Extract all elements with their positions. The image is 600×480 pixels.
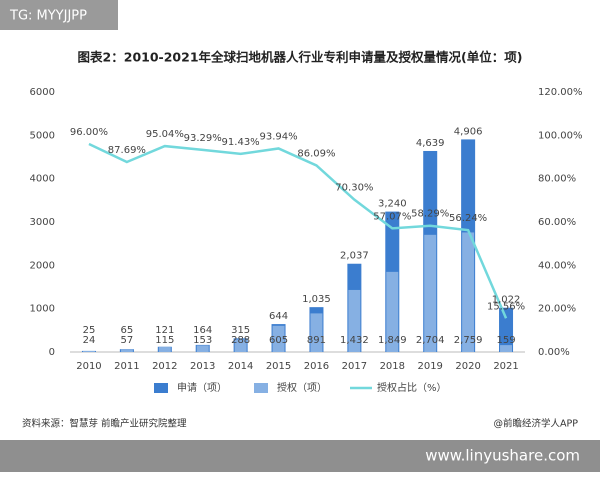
bar <box>462 232 475 352</box>
legend-swatch <box>154 383 168 393</box>
tag-box <box>0 0 118 30</box>
ratio-label: 57.07% <box>373 211 411 222</box>
footer-band <box>0 440 600 472</box>
ratio-label: 86.09% <box>297 148 335 159</box>
bar <box>120 349 133 352</box>
y2-tick-label: 120.00% <box>538 87 583 98</box>
value-label: 4,906 <box>454 126 483 137</box>
ratio-label: 95.04% <box>146 129 184 140</box>
value-label: 153 <box>193 335 212 346</box>
value-label: 115 <box>155 335 174 346</box>
bar <box>348 289 361 352</box>
x-tick-label: 2010 <box>76 361 101 372</box>
ratio-label: 58.29% <box>411 209 449 220</box>
tag: TG: MYYJJPP <box>9 9 87 24</box>
legend-swatch <box>254 383 268 393</box>
legend-label: 授权占比（%） <box>377 381 447 394</box>
bar <box>158 347 171 352</box>
site: www.linyushare.com <box>425 447 580 465</box>
value-label: 1,022 <box>492 295 521 306</box>
value-label: 2,037 <box>340 251 369 262</box>
y-tick-label: 0 <box>49 347 55 358</box>
value-label: 24 <box>83 335 96 346</box>
y2-tick-label: 100.00% <box>538 130 583 141</box>
x-tick-label: 2021 <box>493 361 518 372</box>
x-tick-label: 2014 <box>228 361 253 372</box>
value-label: 1,849 <box>378 335 407 346</box>
value-label: 1,432 <box>340 335 369 346</box>
x-tick-label: 2013 <box>190 361 215 372</box>
bar <box>386 271 399 352</box>
value-label: 65 <box>121 325 134 336</box>
x-tick-label: 2016 <box>304 361 329 372</box>
bar <box>272 325 285 352</box>
x-tick-label: 2012 <box>152 361 177 372</box>
value-label: 605 <box>269 335 288 346</box>
value-label: 2,759 <box>454 335 483 346</box>
bar <box>196 345 209 352</box>
x-tick-label: 2015 <box>266 361 291 372</box>
ratio-label: 70.30% <box>335 183 373 194</box>
x-tick-label: 2017 <box>342 361 367 372</box>
ratio-label: 91.43% <box>222 137 260 148</box>
y-tick-label: 6000 <box>30 87 55 98</box>
y-tick-label: 4000 <box>30 174 55 185</box>
y-tick-label: 1000 <box>30 304 55 315</box>
ratio-label: 87.69% <box>108 145 146 156</box>
ratio-label: 93.29% <box>184 133 222 144</box>
bar <box>234 339 247 352</box>
bar <box>424 234 437 352</box>
y2-tick-label: 60.00% <box>538 217 576 228</box>
ratio-line <box>88 142 508 319</box>
bar <box>499 307 514 352</box>
x-tick-label: 2019 <box>417 361 442 372</box>
value-label: 57 <box>121 335 134 346</box>
chart-title: 图表2：2010-2021年全球扫地机器人行业专利申请量及授权量情况(单位：项) <box>78 50 523 65</box>
y2-tick-label: 80.00% <box>538 174 576 185</box>
y-tick-label: 2000 <box>30 260 55 271</box>
value-label: 2,704 <box>416 335 445 346</box>
bar <box>82 350 95 352</box>
x-tick-label: 2011 <box>114 361 139 372</box>
value-label: 3,240 <box>378 199 407 210</box>
ratio-label: 56.24% <box>449 213 487 224</box>
value-label: 644 <box>269 311 288 322</box>
y-tick-label: 3000 <box>30 217 55 228</box>
y2-tick-label: 20.00% <box>538 304 576 315</box>
bar <box>310 313 323 352</box>
value-label: 891 <box>307 335 326 346</box>
credit: @前瞻经济学人APP <box>494 418 579 430</box>
y2-tick-label: 40.00% <box>538 260 576 271</box>
legend-label: 授权（项） <box>277 381 327 394</box>
value-label: 288 <box>231 335 250 346</box>
y2-tick-label: 0.00% <box>538 347 570 358</box>
value-label: 1,035 <box>302 294 331 305</box>
x-tick-label: 2018 <box>380 361 405 372</box>
bar <box>500 345 513 352</box>
ratio-label: 93.94% <box>259 131 297 142</box>
ratio-label: 15.56% <box>487 301 525 312</box>
source: 资料来源：智慧芽 前瞻产业研究院整理 <box>22 418 187 430</box>
value-label: 164 <box>193 325 212 336</box>
value-label: 4,639 <box>416 138 445 149</box>
value-label: 315 <box>231 325 250 336</box>
value-label: 25 <box>83 325 96 336</box>
x-tick-label: 2020 <box>455 361 480 372</box>
legend-label: 申请（项） <box>177 381 227 394</box>
ratio-label: 96.00% <box>70 127 108 138</box>
y-tick-label: 5000 <box>30 130 55 141</box>
value-label: 159 <box>496 335 515 346</box>
value-label: 121 <box>155 325 174 336</box>
